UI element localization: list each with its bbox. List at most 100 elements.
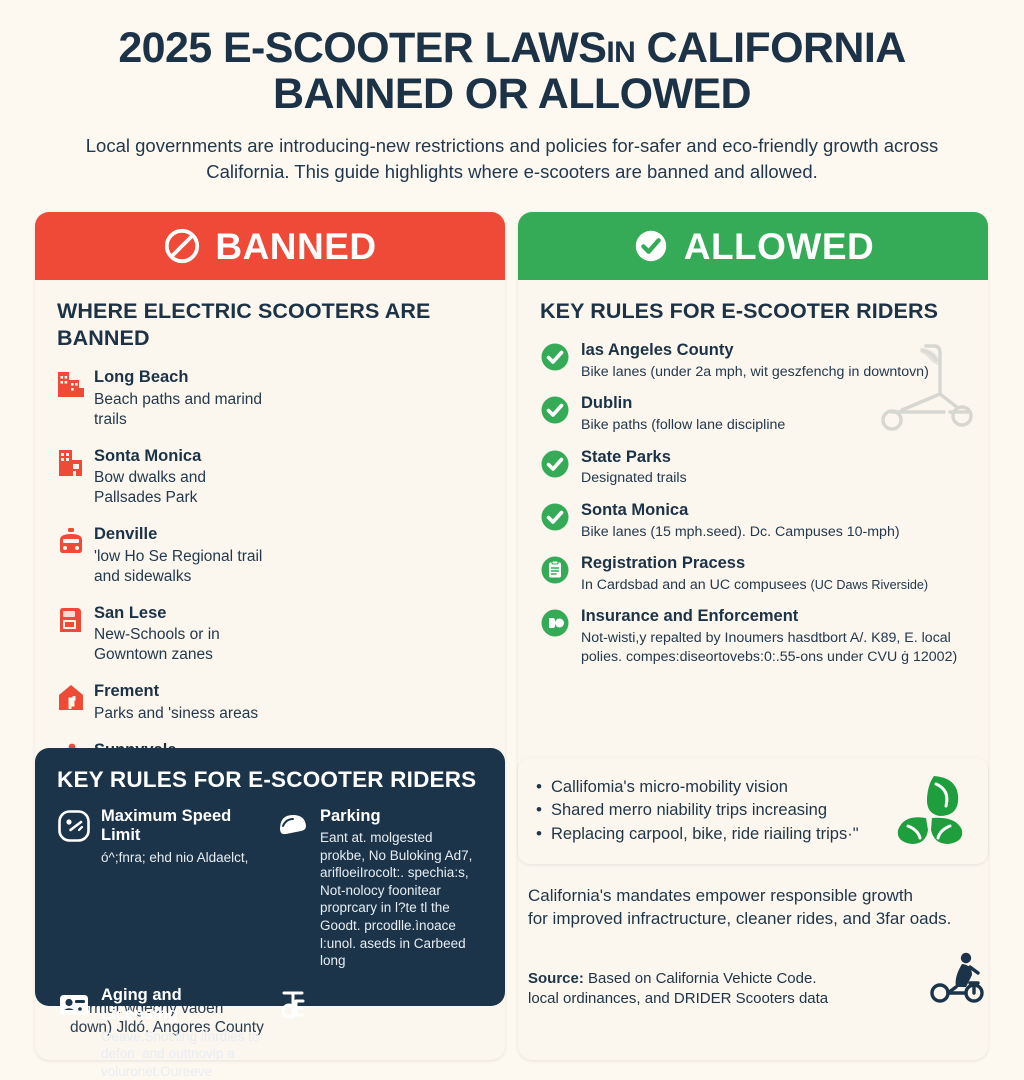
- allowed-panel-body: KEY RULES FOR E-SCOOTER RIDERS las Angel…: [518, 280, 988, 688]
- list-item-text: State Parks Designated trails: [581, 448, 687, 488]
- list-item: Denville 'low Ho Se Regional trail and s…: [57, 525, 269, 586]
- source-note: Source: Based on California Vehicte Code…: [528, 969, 828, 1009]
- list-item-text: Dublin Bike paths (follow lane disciplin…: [581, 394, 785, 434]
- check-circle-icon: [541, 343, 569, 371]
- list-item: San Lese New-Schools or in Gowntown zane…: [57, 604, 269, 665]
- scooter-rider-icon: [930, 952, 984, 1003]
- list-item-desc: Not-wisti,y repalted by Inoumers hasdtbo…: [581, 630, 958, 665]
- list-item-name: Denville: [94, 525, 158, 544]
- list-item-name: Sonta Monica: [94, 446, 202, 465]
- list-item-name: San Lese: [94, 603, 167, 622]
- eco-bullet-list: Callifomia's micro-mobility vision Share…: [536, 775, 859, 847]
- key-rules-navy-panel: KEY RULES FOR E-SCOOTER RIDERS Maximum S…: [35, 748, 505, 1079]
- eco-highlights-card: Callifomia's micro-mobility vision Share…: [518, 758, 988, 864]
- transit-icon: [60, 528, 82, 554]
- list-item: las Angeles County Bike lanes (under 2a …: [540, 341, 966, 381]
- list-item-desc: Designated trails: [581, 470, 687, 487]
- list-item: Frement Parks and 'siness areas: [57, 682, 269, 724]
- list-item-desc: New-Schools or in Gowntown zanes: [94, 626, 220, 664]
- allowed-items-list: las Angeles County Bike lanes (under 2a …: [540, 341, 966, 666]
- check-circle-icon: [541, 396, 569, 424]
- list-item-name: Parking: [320, 806, 381, 825]
- list-item-text: Frement Parks and 'siness areas: [94, 682, 258, 724]
- allowed-label: ALLOWED: [683, 225, 875, 267]
- title-main: 2025 E-SCOOTER LAWS: [118, 24, 607, 72]
- list-item-desc: Parks and 'siness areas: [94, 704, 259, 722]
- list-item: Replacing carpool, bike, ride riailing t…: [536, 822, 859, 847]
- list-item-text: Long Beach Beach paths and marind trails: [94, 368, 269, 429]
- list-item: State Parks Designated trails: [540, 448, 966, 488]
- list-item-desc: 'low Ho Se Regional trail and sidewalks: [94, 547, 263, 585]
- list-item-text: Parking Eant at. molgested prokbe, No Bu…: [320, 807, 481, 970]
- navy-items-grid: Maximum Speed Limit ó^;fnra; ehd nio Ald…: [57, 807, 483, 1080]
- source-text: Based on California Vehicte Code.: [583, 970, 817, 987]
- closing-statement: California's mandates empower responsibl…: [528, 885, 988, 931]
- list-item: Sonta Monica Bow dwalks and Pallsades Pa…: [57, 447, 269, 508]
- infographic-page: 2025 E-SCOOTER LAWSIN CALIFORNIA BANNED …: [0, 0, 1024, 1024]
- check-circle-icon: [541, 503, 569, 531]
- closing-line-2: for improved infractructure, cleaner rid…: [528, 908, 952, 928]
- buildings-icon: [58, 372, 84, 398]
- list-item-name: Aging and Licensing: [101, 985, 182, 1024]
- list-item-desc: ó^;fnra; ehd nio Aldaelct,: [101, 849, 249, 865]
- list-item-name: Sonta Monica: [581, 500, 689, 519]
- subtitle-line-1: Local governments are introducing-new re…: [85, 134, 879, 156]
- list-item-desc: Bike lanes (15 mph.seed). Dc. Campuses 1…: [581, 523, 900, 540]
- helmet-icon: [280, 814, 306, 834]
- city-buildings-icon: [59, 449, 82, 476]
- list-item-text: Registration Pracess In Cardsbad and an …: [581, 554, 928, 594]
- shield-circle-icon: [541, 609, 569, 637]
- check-circle-icon: [635, 230, 666, 262]
- speedometer-icon: [58, 809, 90, 842]
- source-label: Source:: [528, 970, 584, 987]
- list-item-desc-small: (UC Daws Riverside): [810, 577, 929, 592]
- allowed-section-title: KEY RULES FOR E-SCOOTER RIDERS: [540, 299, 939, 323]
- list-item-name: Maximum Speed Limit: [101, 806, 232, 845]
- header: 2025 E-SCOOTER LAWSIN CALIFORNIA BANNED …: [0, 0, 1024, 186]
- list-item: Long Beach Beach paths and marind trails: [57, 368, 269, 429]
- list-item-desc: Oeave.Snocting ifnrdles to defon_and out…: [101, 1028, 260, 1079]
- list-item: Maximum Speed Limit ó^;fnra; ehd nio Ald…: [57, 807, 262, 970]
- page-title: 2025 E-SCOOTER LAWSIN CALIFORNIA BANNED …: [46, 26, 978, 117]
- list-item-text: Sonta Monica Bike lanes (15 mph.seed). D…: [581, 501, 900, 541]
- navy-panel-title: KEY RULES FOR E-SCOOTER RIDERS: [57, 767, 477, 792]
- list-item: Registration Pracess In Cardsbad and an …: [540, 554, 966, 594]
- list-item-text: San Lese New-Schools or in Gowntown zane…: [94, 604, 269, 665]
- list-item-name: Frement: [94, 681, 160, 700]
- list-item-desc: Bow dwalks and Pallsades Park: [94, 469, 207, 507]
- leaf-plant-icon: [897, 776, 963, 844]
- subtitle: Local governments are introducing-new re…: [62, 133, 962, 187]
- list-item: Callifomia's micro-mobility vision: [536, 775, 859, 800]
- list-item-desc: In Cardsbad and an UC compusees (UC Daws…: [581, 576, 928, 594]
- title-state: CALIFORNIA: [646, 24, 907, 72]
- list-item-desc-main: In Cardsbad and an UC compusees: [581, 576, 807, 593]
- list-item: Shared merro niability trips increasing: [536, 798, 859, 823]
- list-item-name: las Angeles County: [581, 341, 734, 360]
- list-item-text: Insurance and Enforcement Not-wisti,y re…: [581, 607, 966, 666]
- closing-line-1: California's mandates empower responsibl…: [528, 886, 913, 905]
- school-building-icon: [60, 607, 81, 632]
- list-item-text: Maximum Speed Limit ó^;fnra; ehd nio Ald…: [101, 807, 262, 866]
- title-in: IN: [606, 36, 636, 69]
- id-card-icon: [60, 994, 88, 1015]
- closing-block: California's mandates empower responsibl…: [528, 885, 988, 1009]
- list-item-name: Registration Pracess: [581, 554, 746, 573]
- title-line2: BANNED OR ALLOWED: [273, 70, 752, 119]
- prohibition-icon: [165, 228, 200, 264]
- list-item-desc: Bike paths (follow lane discipline: [581, 417, 786, 434]
- park-house-icon: [59, 684, 83, 710]
- list-item: Aging and Licensing Oeave.Snocting ifnrd…: [57, 986, 262, 1080]
- list-item-text: Denville 'low Ho Se Regional trail and s…: [94, 525, 269, 586]
- list-item-desc: Beach paths and marind trails: [94, 390, 263, 428]
- list-item-desc: Eant at. molgested prokbe, No Buloking A…: [320, 830, 473, 969]
- allowed-panel-header: ALLOWED: [518, 212, 988, 280]
- source-row: Source: Based on California Vehicte Code…: [528, 947, 988, 1009]
- allowed-panel: ALLOWED KEY RULES FOR: [518, 212, 988, 1061]
- banned-label: BANNED: [215, 225, 377, 267]
- list-item-text: Sonta Monica Bow dwalks and Pallsades Pa…: [94, 447, 269, 508]
- list-item-desc: Bike lanes (under 2a mph, wit geszfenchg…: [581, 363, 929, 380]
- list-item-name: Insurance and Enforcement: [581, 607, 799, 626]
- banned-section-title: WHERE ELECTRIC SCOOTERS ARE BANNED: [57, 299, 431, 351]
- list-item: Insurance and Enforcement Not-wisti,y re…: [540, 607, 966, 666]
- subtitle-line-2: across California. This guide highlights…: [206, 134, 939, 183]
